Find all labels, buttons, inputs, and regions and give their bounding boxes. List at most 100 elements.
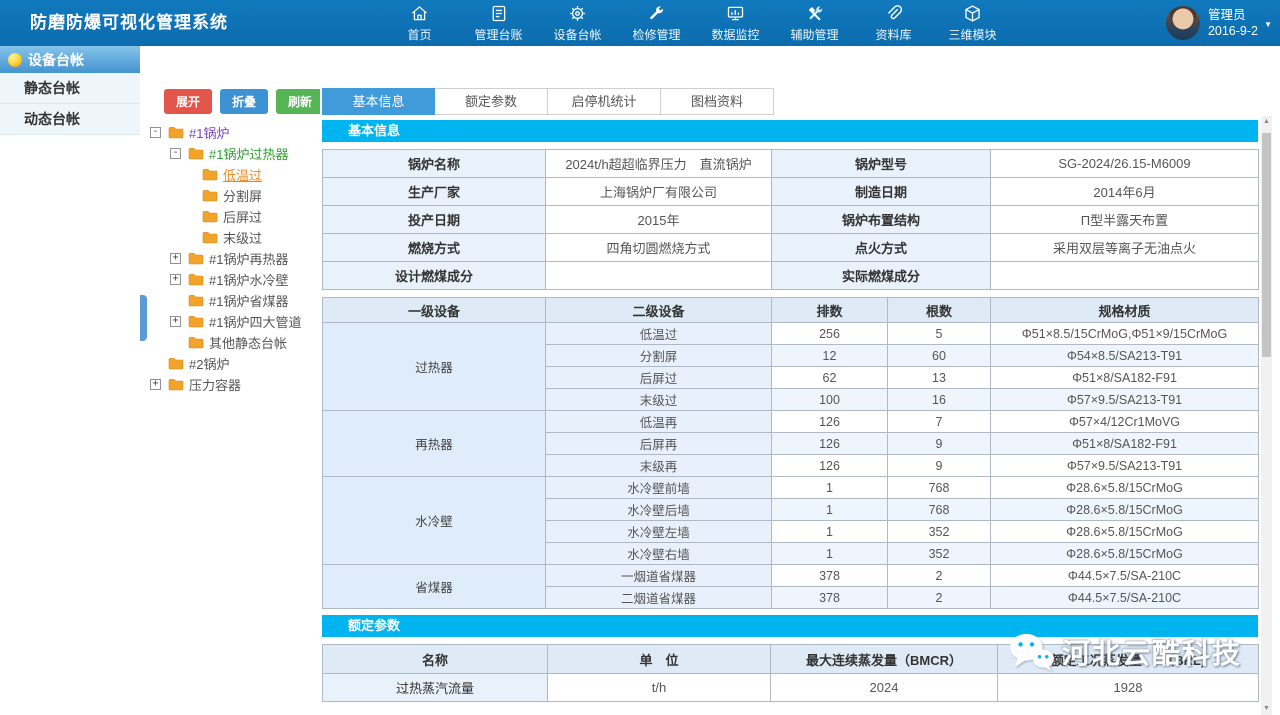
tree-node-boiler1[interactable]: #1锅炉 [140, 122, 320, 143]
tree-node-label[interactable]: 压力容器 [189, 378, 242, 393]
collapse-button[interactable]: 折叠 [220, 89, 269, 114]
expand-toggle-icon[interactable] [170, 274, 181, 285]
refresh-button[interactable]: 刷新 [276, 89, 325, 114]
cube-icon [962, 3, 983, 24]
tree-node-label[interactable]: #1锅炉省煤器 [209, 294, 289, 309]
subdevice-link[interactable]: 低温再 [545, 410, 772, 433]
expand-toggle-icon[interactable] [170, 253, 181, 264]
subdevice-link[interactable]: 低温过 [545, 322, 772, 345]
subdevice-link[interactable]: 后屏过 [545, 366, 772, 389]
subdevice-link[interactable]: 二烟道省煤器 [545, 586, 772, 609]
scroll-down-icon[interactable]: ▼ [1263, 705, 1270, 712]
tree-node-label[interactable]: #1锅炉四大管道 [209, 315, 302, 330]
column-header: 名称 [322, 644, 548, 674]
subdevice-link[interactable]: 分割屏 [545, 344, 772, 367]
tree-node-label[interactable]: #1锅炉 [189, 126, 230, 141]
tree-node-label[interactable]: #1锅炉水冷壁 [209, 273, 289, 288]
subdevice-link[interactable]: 后屏再 [545, 432, 772, 455]
tab-basic-info[interactable]: 基本信息 [322, 88, 435, 115]
top-navbar: 防磨防爆可视化管理系统 首页 管理台账 设备台帐 检修管理 数据监控 辅助管理 [0, 0, 1280, 46]
avatar[interactable] [1165, 6, 1200, 40]
subdevice-link[interactable]: 水冷壁左墙 [545, 520, 772, 543]
tree-node-boiler2[interactable]: #2锅炉 [140, 353, 320, 374]
group-cell: 水冷壁 [322, 476, 546, 565]
field-value: 四角切圆燃烧方式 [545, 233, 772, 262]
subdevice-link[interactable]: 末级过 [545, 388, 772, 411]
tree-node-economizer[interactable]: #1锅炉省煤器 [140, 290, 320, 311]
app-title: 防磨防爆可视化管理系统 [30, 13, 228, 32]
folder-icon [188, 273, 204, 286]
tree-node-water-wall[interactable]: #1锅炉水冷壁 [140, 269, 320, 290]
subdevice-link[interactable]: 水冷壁前墙 [545, 476, 772, 499]
nav-item-3d-module[interactable]: 三维模块 [933, 2, 1012, 44]
tree-node-other-static[interactable]: 其他静态台帐 [140, 332, 320, 353]
tree-node-division-panel[interactable]: 分割屏 [140, 185, 320, 206]
tree-node-label[interactable]: #1锅炉再热器 [209, 252, 289, 267]
scroll-up-icon[interactable]: ▲ [1263, 118, 1270, 125]
chevron-down-icon[interactable]: ▼ [1264, 20, 1272, 29]
tree-node-reheater[interactable]: #1锅炉再热器 [140, 248, 320, 269]
table-row: 设计燃煤成分 实际燃煤成分 [322, 261, 1259, 290]
main-menu: 首页 管理台账 设备台帐 检修管理 数据监控 辅助管理 资料库 三维模块 [380, 2, 1012, 44]
field-label: 设计燃煤成分 [322, 261, 546, 290]
collapse-toggle-icon[interactable] [150, 127, 161, 138]
tree-node-label[interactable]: #2锅炉 [189, 357, 230, 372]
user-name: 管理员 [1207, 8, 1246, 22]
vertical-scrollbar[interactable]: ▲ ▼ [1261, 116, 1272, 715]
cell-rows: 126 [771, 454, 888, 477]
tree-node-label[interactable]: 其他静态台帐 [209, 336, 288, 351]
tree-node-rear-panel[interactable]: 后屏过 [140, 206, 320, 227]
tree-node-label[interactable]: 低温过 [223, 168, 263, 183]
tree-node-label[interactable]: 后屏过 [223, 210, 263, 225]
tree-node-final-superheater[interactable]: 末级过 [140, 227, 320, 248]
nav-item-auxiliary[interactable]: 辅助管理 [775, 2, 854, 44]
folder-icon [168, 357, 184, 370]
cell-tubes: 768 [887, 476, 991, 499]
table-row: 投产日期 2015年 锅炉布置结构 Π型半露天布置 [322, 205, 1259, 234]
tab-rated-params[interactable]: 额定参数 [435, 88, 548, 115]
tree-node-superheater[interactable]: #1锅炉过热器 [140, 143, 320, 164]
subdevice-link[interactable]: 末级再 [545, 454, 772, 477]
tab-startstop-stats[interactable]: 启停机统计 [548, 88, 661, 115]
tree-node-label[interactable]: 末级过 [223, 231, 263, 246]
group-cell: 再热器 [322, 410, 546, 477]
panel-drag-handle[interactable] [140, 295, 147, 341]
tree-toolbar: 展开 折叠 刷新 [164, 89, 332, 114]
nav-item-home[interactable]: 首页 [380, 2, 459, 44]
nav-item-management-ledger[interactable]: 管理台账 [459, 2, 538, 44]
tree-node-low-temp-superheater[interactable]: 低温过 [140, 164, 320, 185]
column-header: 单 位 [547, 644, 771, 674]
collapse-toggle-icon[interactable] [170, 148, 181, 159]
tree-node-label[interactable]: #1锅炉过热器 [209, 147, 289, 162]
nav-item-label: 设备台帐 [553, 28, 602, 42]
cell-tubes: 352 [887, 520, 991, 543]
subdevice-link[interactable]: 水冷壁后墙 [545, 498, 772, 521]
subdevice-link[interactable]: 水冷壁右墙 [545, 542, 772, 565]
field-label: 锅炉名称 [322, 149, 546, 178]
user-box[interactable]: 管理员 2016-9-2 ▼ [1165, 6, 1272, 40]
nav-item-equipment-ledger[interactable]: 设备台帐 [538, 2, 617, 44]
field-value [545, 261, 772, 290]
tab-drawings[interactable]: 图档资料 [661, 88, 774, 115]
cell-spec: Φ28.6×5.8/15CrMoG [990, 520, 1259, 543]
expand-toggle-icon[interactable] [150, 379, 161, 390]
sidebar-item-static-ledger[interactable]: 静态台帐 [0, 73, 140, 104]
expand-toggle-icon[interactable] [170, 316, 181, 327]
folder-icon [202, 168, 218, 181]
tree-node-label[interactable]: 分割屏 [223, 189, 263, 204]
sidebar-header-equipment-ledger[interactable]: 设备台帐 [0, 46, 140, 73]
field-value: 2024t/h超超临界压力 直流锅炉 [545, 149, 772, 178]
tree-node-pressure-vessel[interactable]: 压力容器 [140, 374, 320, 395]
scrollbar-thumb[interactable] [1262, 133, 1271, 357]
nav-item-library[interactable]: 资料库 [854, 2, 933, 44]
tree-node-four-pipes[interactable]: #1锅炉四大管道 [140, 311, 320, 332]
cell-tubes: 9 [887, 454, 991, 477]
subdevice-link[interactable]: 一烟道省煤器 [545, 564, 772, 587]
field-label: 投产日期 [322, 205, 546, 234]
expand-button[interactable]: 展开 [164, 89, 213, 114]
folder-icon [188, 315, 204, 328]
nav-item-data-monitor[interactable]: 数据监控 [696, 2, 775, 44]
nav-item-maintenance[interactable]: 检修管理 [617, 2, 696, 44]
sidebar-item-dynamic-ledger[interactable]: 动态台帐 [0, 104, 140, 135]
nav-item-label: 管理台账 [474, 28, 523, 42]
